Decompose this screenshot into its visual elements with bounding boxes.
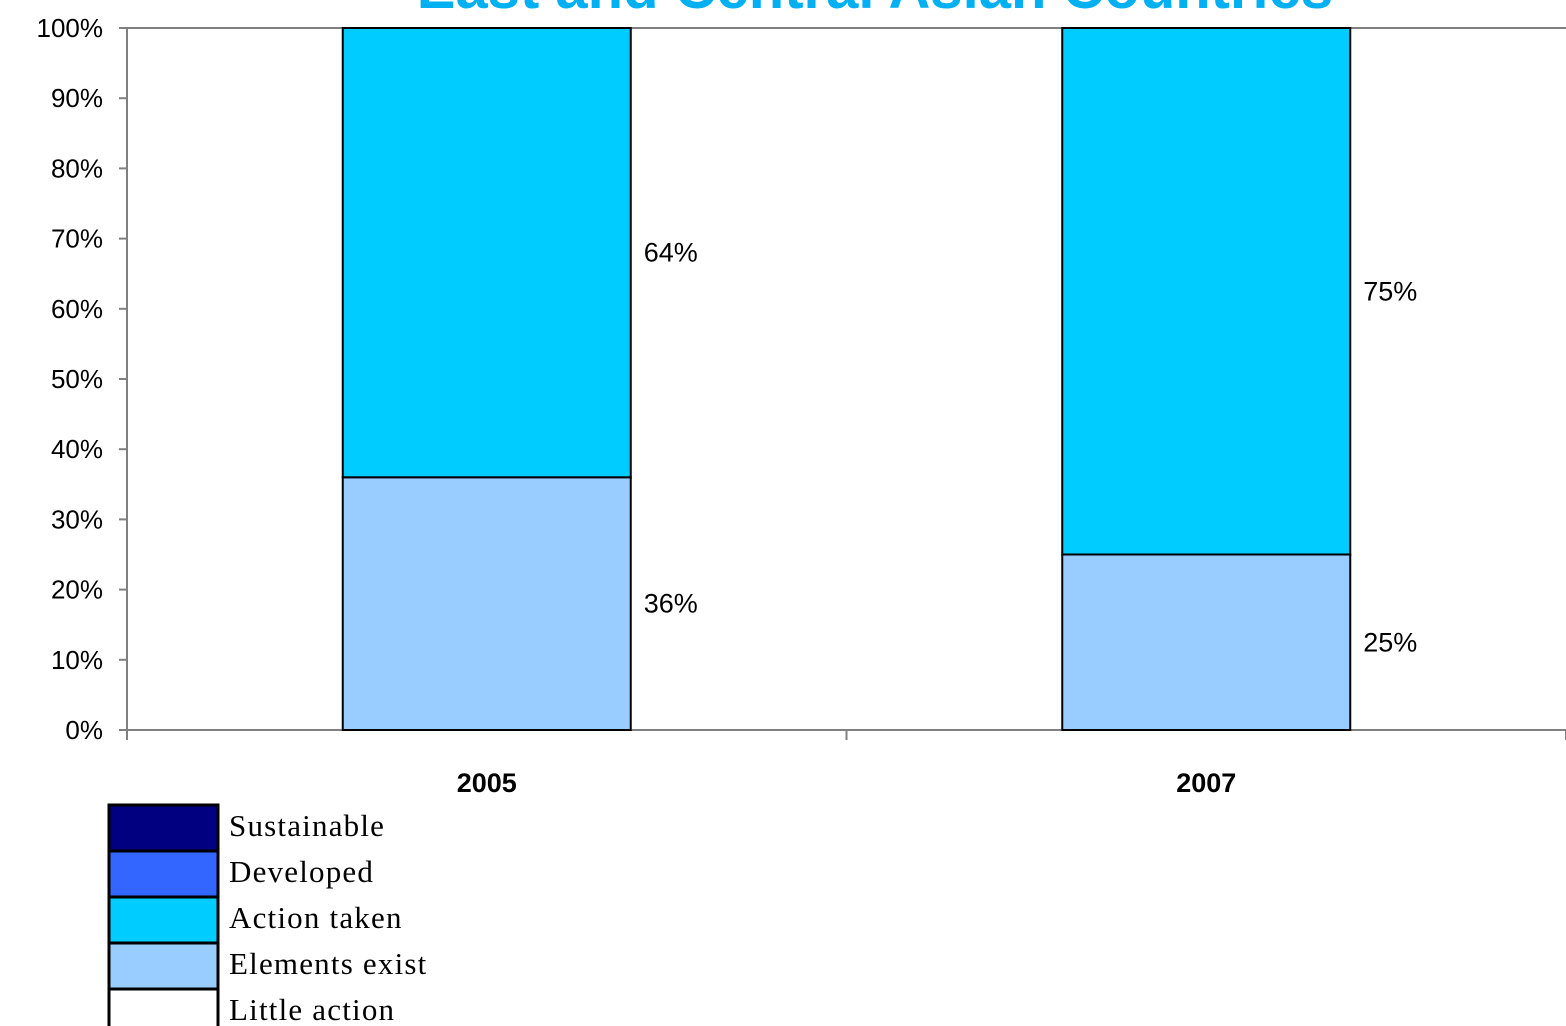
legend-swatch bbox=[107, 849, 220, 899]
y-tick-label: 70% bbox=[51, 224, 103, 254]
bar-segment bbox=[1061, 553, 1352, 731]
bar-segment bbox=[341, 27, 632, 479]
y-tick-label: 10% bbox=[51, 645, 103, 675]
bars bbox=[341, 27, 1352, 731]
legend-label: Developed bbox=[229, 854, 374, 889]
data-labels: 36% 64% 25% 75% bbox=[644, 238, 1418, 658]
y-tick-label: 30% bbox=[51, 504, 103, 534]
legend-swatch bbox=[107, 895, 220, 945]
y-tick-label: 20% bbox=[51, 575, 103, 605]
legend-swatch bbox=[107, 803, 220, 853]
y-tick-label: 60% bbox=[51, 294, 103, 324]
category-label: 2007 bbox=[1176, 768, 1236, 798]
data-label: 36% bbox=[644, 589, 698, 619]
y-tick-label: 50% bbox=[51, 364, 103, 394]
y-tick-label: 0% bbox=[65, 715, 103, 745]
y-tick-label: 80% bbox=[51, 153, 103, 183]
legend-label: Elements exist bbox=[229, 946, 427, 981]
bar-segment bbox=[1061, 27, 1352, 556]
data-label: 25% bbox=[1363, 627, 1417, 657]
legend-swatch bbox=[107, 987, 220, 1026]
legend-swatch bbox=[107, 941, 220, 991]
chart-title: East and Central Asian Countries bbox=[417, 0, 1333, 21]
data-label: 64% bbox=[644, 238, 698, 268]
legend: Sustainable Developed Action taken Elements… bbox=[107, 803, 427, 1026]
category-label: 2005 bbox=[457, 768, 517, 798]
legend-label: Sustainable bbox=[229, 808, 385, 843]
y-tick-label: 90% bbox=[51, 83, 103, 113]
axes: 2005 2007 0% 10% 20% 30% 40% 50% 60% 70% 80% 90% 100… bbox=[37, 13, 1566, 798]
y-tick-label: 40% bbox=[51, 434, 103, 464]
y-tick-label: 100% bbox=[37, 13, 104, 43]
data-label: 75% bbox=[1363, 276, 1417, 306]
legend-label: Action taken bbox=[229, 900, 403, 935]
bar-segment bbox=[341, 476, 632, 731]
legend-label: Little action bbox=[229, 992, 395, 1026]
